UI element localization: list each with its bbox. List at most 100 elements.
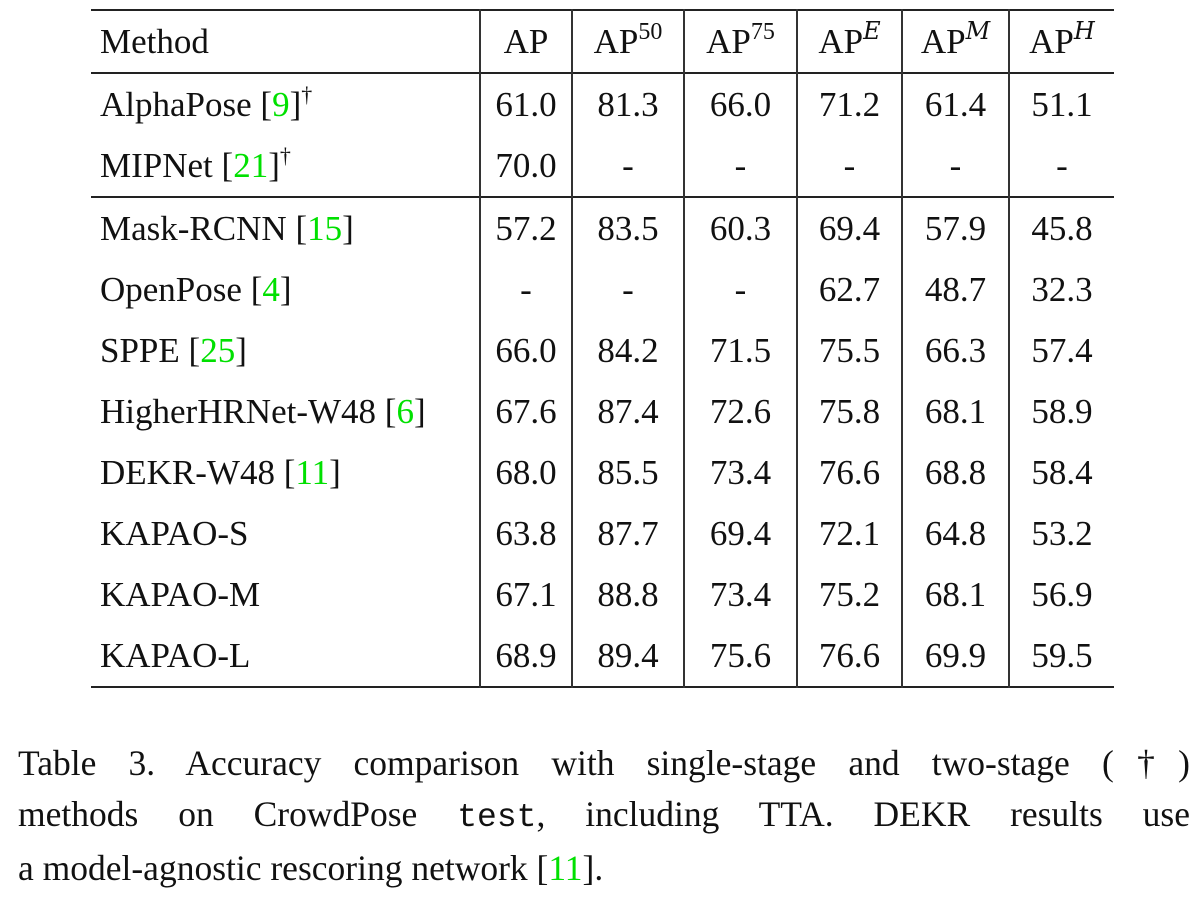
table-row: MIPNet [21]† 70.0- - - - - (91, 135, 1114, 197)
metric-cell-apH: 58.9 (1008, 381, 1114, 442)
method-cell: OpenPose [4] (91, 259, 480, 320)
citation-bracket: ] (279, 270, 292, 309)
two-stage-dagger-marker: † (301, 82, 313, 107)
header-ape: APE (796, 10, 902, 73)
method-name: KAPAO-M (100, 575, 261, 614)
citation-bracket: ] (342, 209, 354, 248)
header-ap75-base: AP (706, 22, 751, 61)
citation-link[interactable]: 9 (272, 85, 290, 124)
metric-cell-ap75: 69.4 (683, 503, 797, 564)
two-stage-dagger-marker: † (279, 143, 291, 168)
table-row: SPPE [25] 66.0 84.2 71.5 75.5 66.3 57.4 (91, 320, 1114, 381)
header-aph-base: AP (1029, 22, 1074, 61)
metric-cell-apM: 64.8 (901, 503, 1009, 564)
table-body: AlphaPose [9]† 61.0 81.3 66.0 71.2 61.4 51.1 MI… (91, 73, 1114, 687)
method-cell: SPPE [25] (91, 320, 480, 381)
metric-cell-apH: 45.8 (1008, 197, 1114, 259)
table-caption: Table 3. Accuracy comparison with single… (18, 738, 1190, 894)
method-cell: KAPAO-M (91, 564, 480, 625)
header-ap75: AP75 (683, 10, 797, 73)
metric-cell-apM: 68.1 (901, 564, 1009, 625)
citation-bracket: [ (274, 453, 296, 492)
metric-cell-ap: 67.1 (479, 564, 572, 625)
header-apm: APM (901, 10, 1009, 73)
metric-cell-apH: 51.1 (1008, 73, 1114, 135)
metric-cell-apH: 58.4 (1008, 442, 1114, 503)
header-aph-sup: H (1073, 17, 1095, 45)
citation-bracket: [ (251, 85, 273, 124)
method-name: AlphaPose (100, 85, 252, 124)
metric-cell-ap75: - (683, 135, 797, 197)
caption-text: ]. (582, 848, 604, 888)
metric-cell-ap: 57.2 (479, 197, 572, 259)
method-cell: Mask-RCNN [15] (91, 197, 480, 259)
header-ape-sup: E (863, 17, 881, 45)
header-method: Method (100, 22, 209, 61)
metric-cell-ap75: - (683, 259, 797, 320)
metric-cell-apE: 69.4 (796, 197, 902, 259)
results-table-container: Method AP AP50 AP75 APE APM APH AlphaPos… (91, 9, 1114, 688)
metric-cell-apE: 75.8 (796, 381, 902, 442)
method-name: HigherHRNet-W48 (100, 392, 377, 431)
metric-cell-apE: 76.6 (796, 625, 902, 687)
method-name: OpenPose (100, 270, 242, 309)
header-ap-base: AP (503, 22, 549, 61)
method-name: DEKR-W48 (100, 453, 275, 492)
citation-link[interactable]: 15 (307, 209, 343, 248)
metric-cell-apH: 59.5 (1008, 625, 1114, 687)
citation-bracket: [ (179, 331, 201, 370)
metric-cell-ap75: 73.4 (683, 442, 797, 503)
metric-cell-ap50: 87.4 (571, 381, 684, 442)
metric-cell-apH: - (1008, 135, 1114, 197)
caption-line-1: Table 3. Accuracy comparison with single… (18, 743, 1190, 783)
metric-cell-ap: 67.6 (479, 381, 572, 442)
method-cell: HigherHRNet-W48 [6] (91, 381, 480, 442)
method-name: Mask-RCNN (100, 209, 287, 248)
citation-link[interactable]: 4 (262, 270, 280, 309)
citation-bracket: [ (376, 392, 397, 431)
method-cell: KAPAO-L (91, 625, 480, 687)
metric-cell-ap: 70.0 (479, 135, 572, 197)
citation-link[interactable]: 11 (295, 453, 330, 492)
method-cell: DEKR-W48 [11] (91, 442, 480, 503)
citation-bracket: ] (329, 453, 341, 492)
metric-cell-ap: - (479, 259, 572, 320)
table-header-row: Method AP AP50 AP75 APE APM APH (91, 10, 1114, 73)
header-ap50-sup: 50 (638, 19, 663, 45)
metric-cell-apE: 75.5 (796, 320, 902, 381)
table-row: HigherHRNet-W48 [6] 67.6 87.4 72.6 75.8 68.1 5… (91, 381, 1114, 442)
caption-text: , including TTA. DEKR results use (536, 794, 1191, 834)
metric-cell-apM: 61.4 (901, 73, 1009, 135)
method-cell: MIPNet [21]† (91, 135, 480, 197)
header-ap75-sup: 75 (750, 19, 775, 45)
metric-cell-apM: 69.9 (901, 625, 1009, 687)
metric-cell-apH: 53.2 (1008, 503, 1114, 564)
metric-cell-ap50: 83.5 (571, 197, 684, 259)
citation-link[interactable]: 25 (200, 331, 236, 370)
metric-cell-ap50: 89.4 (571, 625, 684, 687)
header-ap50-base: AP (593, 22, 639, 61)
metric-cell-apE: 62.7 (796, 259, 902, 320)
citation-bracket: ] (268, 146, 280, 185)
metric-cell-ap75: 66.0 (683, 73, 797, 135)
metric-cell-ap50: 87.7 (571, 503, 684, 564)
header-apm-base: AP (920, 22, 966, 61)
metric-cell-apM: 68.8 (901, 442, 1009, 503)
metric-cell-ap75: 71.5 (683, 320, 797, 381)
citation-link[interactable]: 21 (233, 146, 269, 185)
metric-cell-apE: 75.2 (796, 564, 902, 625)
metric-cell-ap: 68.0 (479, 442, 572, 503)
header-ap: AP (479, 10, 572, 73)
metric-cell-ap: 68.9 (479, 625, 572, 687)
metric-cell-apH: 57.4 (1008, 320, 1114, 381)
caption-split-name: test (457, 799, 537, 836)
citation-link[interactable]: 6 (396, 392, 414, 431)
method-cell: AlphaPose [9]† (91, 73, 480, 135)
citation-link[interactable]: 11 (548, 848, 583, 888)
metric-cell-apE: 76.6 (796, 442, 902, 503)
metric-cell-ap50: 81.3 (571, 73, 684, 135)
metric-cell-ap: 61.0 (479, 73, 572, 135)
citation-bracket: ] (413, 392, 426, 431)
caption-text: methods on CrowdPose (18, 794, 458, 834)
citation-bracket: ] (235, 331, 247, 370)
